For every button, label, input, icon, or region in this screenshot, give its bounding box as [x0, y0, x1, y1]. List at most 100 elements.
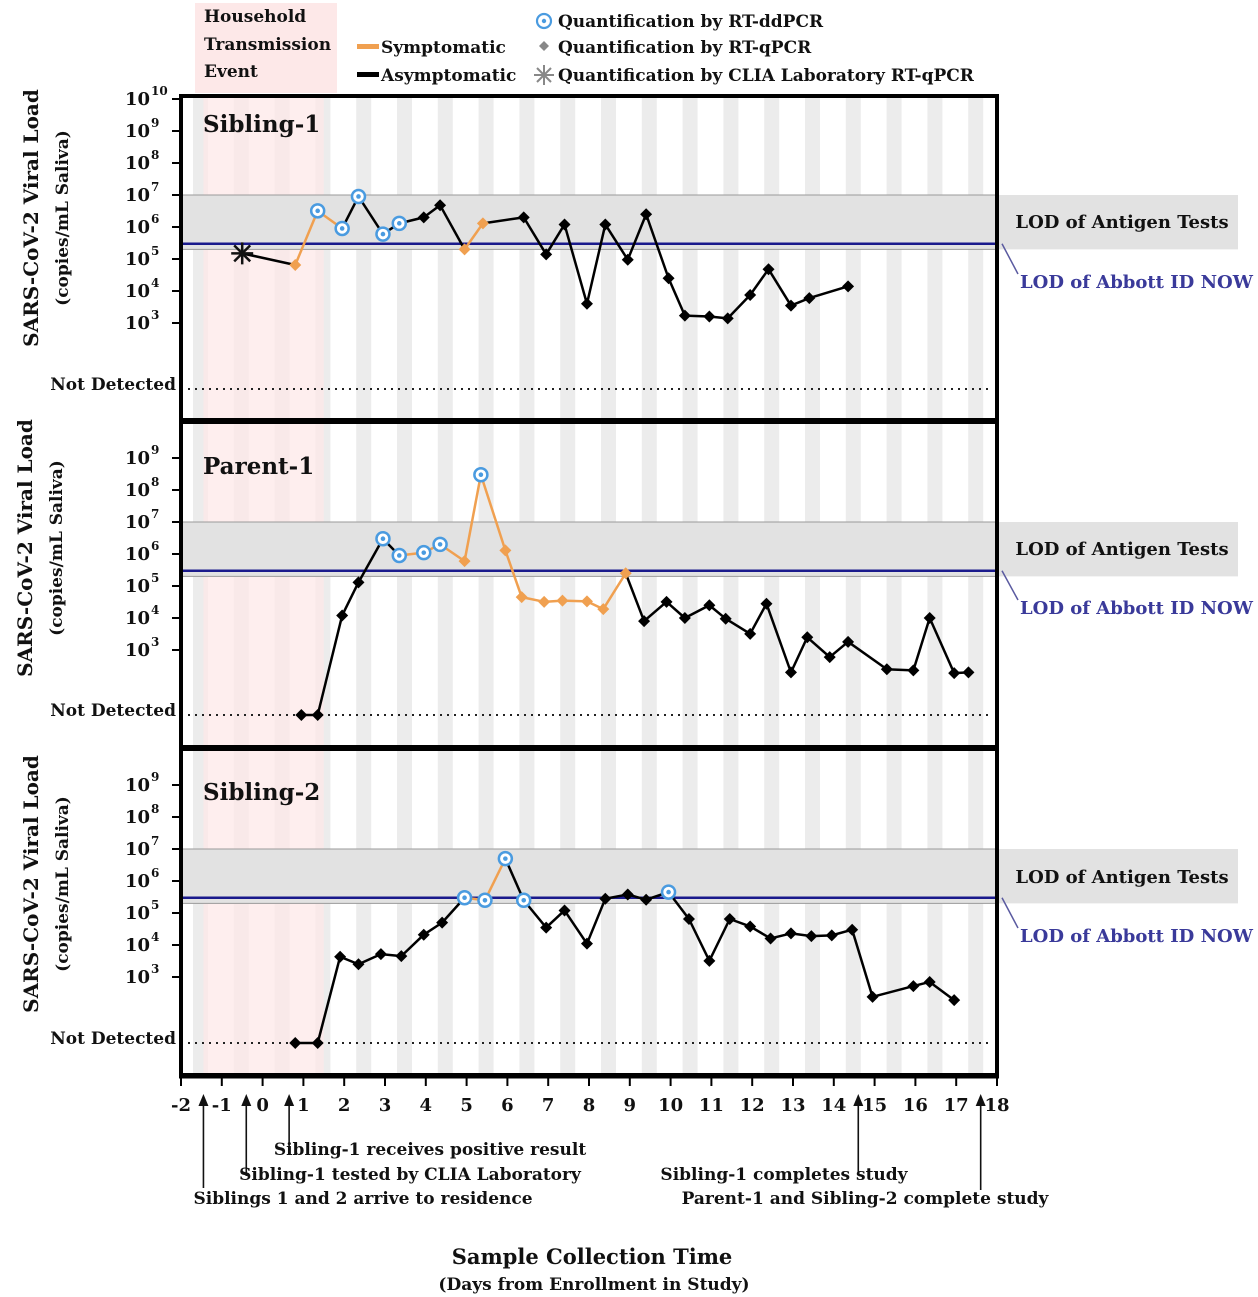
qpcr-point — [962, 666, 975, 679]
day-stripe — [968, 96, 984, 420]
qpcr-point — [558, 904, 571, 917]
series-segment — [687, 918, 711, 962]
y-tick-label: 10 — [125, 544, 150, 565]
y-axis-subtitle: (copies/mL Saliva) — [53, 130, 73, 306]
annotation-label: Sibling-1 tested by CLIA Laboratory — [239, 1165, 582, 1185]
annotation-arrowhead — [284, 1094, 295, 1106]
qpcr-point — [762, 263, 775, 276]
timeline-annotations: Sibling-1 receives positive result Siblin… — [193, 1094, 1050, 1209]
y-axis-label-sibling2: SARS-CoV-2 Viral Load (copies/mL Saliva) — [19, 755, 73, 1013]
y-tick-exponent: 9 — [151, 443, 159, 457]
ddpcr-point-center — [462, 895, 467, 901]
y-tick-label: 10 — [125, 935, 150, 956]
qpcr-point — [499, 544, 512, 557]
series-segment — [684, 604, 710, 620]
qpcr-point — [311, 709, 324, 721]
y-tick-label: 10 — [125, 512, 150, 533]
series-segment — [850, 929, 874, 998]
qpcr-point — [682, 912, 695, 925]
series-segment — [767, 268, 793, 307]
qpcr-point — [721, 312, 734, 325]
y-tick-exponent: 4 — [151, 930, 159, 944]
qpcr-point — [540, 921, 553, 934]
not-detected-label: Not Detected — [50, 701, 176, 721]
annotation-arrowhead — [241, 1094, 252, 1106]
series-segment — [545, 223, 566, 255]
series-segment — [316, 615, 344, 716]
day-stripe — [601, 749, 616, 1075]
qpcr-point — [352, 576, 365, 589]
annotation-label: Sibling-1 receives positive result — [274, 1140, 587, 1160]
qpcr-point — [660, 595, 673, 608]
panel-title: Sibling-1 — [203, 111, 320, 138]
legend-household-line3: Event — [204, 62, 258, 82]
day-stripe — [682, 96, 698, 420]
y-tick-exponent: 6 — [151, 866, 159, 880]
day-stripe — [397, 749, 412, 1075]
x-tick-label: 15 — [862, 1095, 887, 1116]
antigen-lod-band — [181, 849, 1238, 904]
y-tick-exponent: 8 — [151, 475, 159, 489]
ddpcr-dot-icon — [541, 18, 547, 24]
day-stripe — [682, 422, 698, 747]
qpcr-point — [923, 975, 936, 988]
y-tick-label: 10 — [125, 967, 150, 988]
qpcr-point — [417, 211, 430, 224]
x-tick-label: 7 — [542, 1095, 555, 1116]
x-tick-label: 6 — [501, 1095, 514, 1116]
day-stripe — [560, 96, 576, 420]
series-segment — [585, 898, 607, 945]
household-band — [203, 749, 324, 1075]
legend-asymptomatic-swatch — [357, 72, 379, 77]
x-axis: -2 -1 0 1 2 3 4 5 6 7 8 9 10 11 12 13 14 15 16 17 18 — [171, 1075, 1010, 1116]
panel-frame — [179, 747, 999, 1077]
series-segment — [316, 956, 342, 1044]
day-stripe — [886, 749, 902, 1075]
qpcr-point — [434, 199, 447, 212]
day-stripe — [886, 422, 902, 747]
day-stripe — [723, 96, 739, 420]
y-tick-exponent: 3 — [151, 962, 159, 976]
qpcr-point — [948, 994, 961, 1007]
qpcr-point — [476, 217, 489, 230]
qpcr-point — [784, 927, 797, 940]
y-tick-exponent: 5 — [151, 571, 159, 585]
y-axis-label-parent1: SARS-CoV-2 Viral Load (copies/mL Saliva) — [13, 419, 67, 677]
qpcr-point — [311, 1037, 324, 1049]
y-axis-title: SARS-CoV-2 Viral Load — [19, 755, 43, 1013]
annotation-arrowhead — [198, 1094, 209, 1106]
series-segment — [341, 581, 360, 617]
qpcr-point — [580, 937, 593, 950]
series-segment — [928, 617, 956, 674]
qpcr-point — [640, 208, 653, 221]
qpcr-point — [907, 664, 920, 677]
series-segment — [504, 549, 523, 598]
annotation-label: Siblings 1 and 2 arrive to residence — [193, 1189, 532, 1209]
x-tick-label: 8 — [583, 1095, 596, 1116]
x-tick-label: -2 — [171, 1095, 191, 1116]
qpcr-point — [948, 667, 961, 680]
day-stripe — [764, 422, 780, 747]
day-stripe — [968, 422, 984, 747]
qpcr-point — [723, 912, 736, 925]
abbott-leader-line — [1001, 243, 1019, 275]
day-stripe — [560, 422, 576, 747]
household-band — [203, 422, 324, 747]
abbott-lod-label: LOD of Abbott ID NOW — [1020, 272, 1254, 293]
y-tick-label: 10 — [125, 640, 150, 661]
day-stripe — [968, 749, 984, 1075]
ddpcr-point-center — [666, 889, 671, 895]
day-stripe — [519, 749, 535, 1075]
ddpcr-point-center — [503, 856, 508, 861]
qpcr-point — [703, 599, 716, 612]
qpcr-point — [825, 929, 838, 942]
x-axis-title: Sample Collection Time — [452, 1244, 733, 1269]
y-tick-exponent: 8 — [151, 148, 159, 162]
day-stripe — [723, 422, 739, 747]
abbott-leader-line — [1001, 570, 1019, 601]
qpcr-point — [678, 309, 691, 322]
y-tick-exponent: 5 — [151, 244, 159, 258]
not-detected-label: Not Detected — [50, 375, 176, 395]
day-stripe — [927, 749, 943, 1075]
